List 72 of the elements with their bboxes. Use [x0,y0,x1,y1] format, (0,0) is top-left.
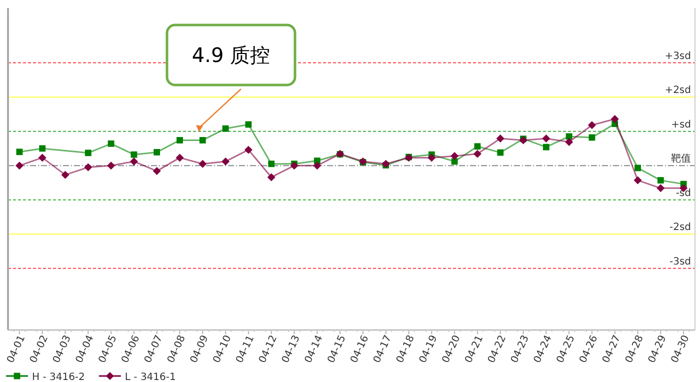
x-tick-label: 04-19 [418,334,440,365]
point [496,134,504,143]
x-tick-label: 04-10 [211,334,234,365]
point [16,148,23,156]
point [542,134,550,143]
point [473,150,482,158]
x-tick-label: 04-07 [142,334,166,365]
x-tick-label: 04-29 [646,334,669,365]
x-tick-label: 04-06 [120,334,142,365]
x-tick-label: 04-05 [96,334,120,365]
x-tick-label: 04-09 [188,334,211,365]
ref-line-label: -3sd [669,256,691,268]
legend-label: H - 3416-2 [32,372,85,382]
x-tick-label: 04-20 [440,334,463,365]
point [61,170,70,179]
point [176,137,183,144]
x-tick-label: 04-27 [600,334,624,365]
point [152,167,161,176]
x-tick-label: 04-26 [578,334,600,365]
point [542,144,550,150]
point [15,162,24,170]
x-tick-label: 04-13 [280,334,302,365]
point [84,150,92,156]
point [657,177,664,184]
point [130,157,138,166]
ref-line-label: -sd [676,188,691,199]
point [108,140,114,147]
point [428,154,436,162]
ref-line-label: 靶值 [671,152,691,165]
x-tick-label: 04-23 [509,334,532,365]
x-tick-label: 04-28 [624,334,646,365]
point [268,160,275,168]
point [222,157,230,166]
x-tick-label: 04-18 [394,334,417,365]
point [290,162,298,170]
x-tick-label: 04-30 [669,334,692,365]
x-tick-label: 04-25 [554,334,578,365]
x-tick-label: 04-03 [51,334,74,365]
point [634,164,641,172]
legend-label: L - 3416-1 [124,372,176,382]
point [244,146,252,154]
point [610,114,619,123]
x-tick-label: 04-15 [326,334,348,365]
point [222,125,229,132]
x-tick-label: 04-16 [348,334,372,365]
x-tick-label: 04-17 [372,334,394,365]
point [634,176,642,184]
point [199,137,206,144]
ref-line-label: +3sd [664,50,691,62]
point [198,160,207,168]
point [38,154,46,162]
point [382,160,390,168]
point [130,151,138,158]
point [39,145,46,152]
point [313,162,322,170]
point [497,149,504,156]
ref-line-label: -2sd [669,222,691,234]
ref-line-label: +2sd [664,85,691,96]
point [588,121,596,130]
point [474,143,481,150]
point [107,162,116,170]
x-tick-label: 04-08 [166,334,188,365]
annotation: 4.9 质控 [192,43,270,67]
point [267,173,276,182]
point [565,138,574,146]
point [656,184,665,192]
point [450,152,459,160]
point [84,163,92,172]
point [176,154,184,162]
point [451,158,458,165]
ref-line-label: +sd [671,119,691,130]
point [154,149,160,156]
